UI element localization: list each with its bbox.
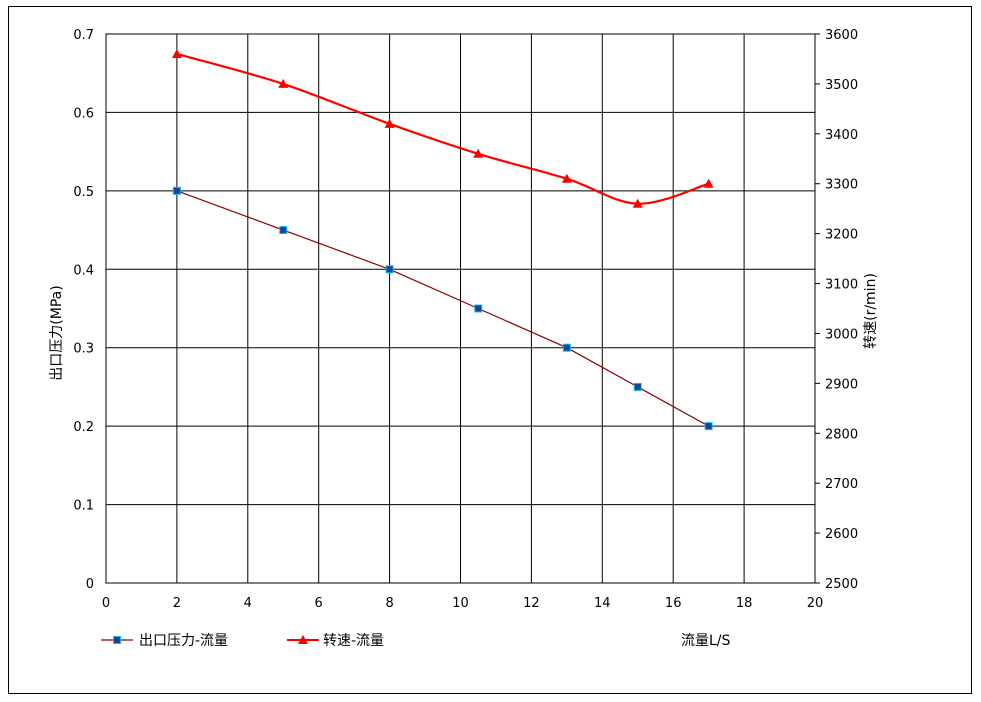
right-y-tick-label: 2500 [825, 577, 858, 592]
x-tick-label: 2 [173, 596, 181, 611]
right-y-tick-label: 3600 [825, 28, 858, 43]
series-speed [171, 48, 714, 208]
grid-lines [106, 33, 820, 584]
legend: 出口压力-流量 转速-流量 [101, 633, 384, 649]
right-y-tick-label: 2800 [825, 427, 858, 442]
x-tick-label: 0 [102, 596, 110, 611]
left-y-axis-label: 出口压力(MPa) [49, 285, 65, 380]
left-y-tick-label: 0.7 [73, 28, 94, 43]
left-y-tick-label: 0.2 [73, 420, 94, 435]
chart-svg: 0 2 4 6 8 10 12 14 16 18 20 0 0.1 0.2 0.3 0.4 0.5 0.6 0.7… [49, 28, 879, 649]
left-y-tick-label: 0.5 [73, 185, 94, 200]
legend-marker-triangle-icon [298, 635, 308, 644]
data-point-triangle [561, 173, 572, 183]
right-y-tick-label: 3500 [825, 78, 858, 93]
data-point-triangle [171, 48, 182, 58]
data-point-square [172, 186, 181, 195]
data-point-square [279, 226, 288, 235]
data-point-triangle [632, 198, 643, 208]
chart-frame: 0 2 4 6 8 10 12 14 16 18 20 0 0.1 0.2 0.3 0.4 0.5 0.6 0.7… [8, 6, 972, 694]
legend-item-speed: 转速-流量 [287, 633, 384, 649]
right-y-axis-label: 转速(r/min) [863, 273, 879, 349]
right-y-tick-labels: 2500 2600 2700 2800 2900 3000 3100 3200 3300 3400… [825, 28, 858, 592]
data-point-triangle [278, 78, 289, 88]
left-y-tick-label: 0.6 [73, 106, 94, 121]
right-y-tick-label: 2700 [825, 477, 858, 492]
left-y-tick-labels: 0 0.1 0.2 0.3 0.4 0.5 0.6 0.7 [73, 28, 94, 592]
x-tick-label: 8 [385, 596, 393, 611]
right-y-tick-label: 3000 [825, 327, 858, 342]
x-tick-label: 18 [736, 596, 753, 611]
left-y-tick-label: 0.1 [73, 499, 94, 514]
data-point-square [704, 422, 713, 431]
right-y-tick-label: 3400 [825, 128, 858, 143]
legend-marker-square-icon [113, 636, 121, 644]
data-point-square [474, 304, 483, 313]
x-tick-label: 12 [523, 596, 540, 611]
x-axis-label: 流量L/S [681, 633, 731, 649]
data-point-triangle [703, 178, 714, 188]
data-point-square [633, 382, 642, 391]
data-point-triangle [384, 118, 395, 128]
x-tick-label: 20 [807, 596, 824, 611]
left-y-tick-label: 0 [86, 577, 94, 592]
x-tick-label: 14 [594, 596, 611, 611]
x-tick-label: 16 [665, 596, 682, 611]
x-tick-label: 6 [315, 596, 323, 611]
left-y-tick-label: 0.4 [73, 263, 94, 278]
right-y-tick-label: 2600 [825, 527, 858, 542]
right-y-tick-label: 3200 [825, 228, 858, 243]
legend-item-pressure: 出口压力-流量 [101, 633, 228, 649]
legend-label-speed: 转速-流量 [323, 633, 384, 649]
right-y-tick-label: 3100 [825, 278, 858, 293]
left-y-tick-label: 0.3 [73, 342, 94, 357]
series-pressure [172, 186, 713, 431]
x-tick-label: 10 [452, 596, 469, 611]
legend-label-pressure: 出口压力-流量 [139, 633, 228, 649]
series-layer [171, 48, 714, 431]
data-point-triangle [473, 148, 484, 158]
x-tick-label: 4 [244, 596, 252, 611]
right-y-tick-label: 2900 [825, 377, 858, 392]
data-point-square [385, 265, 394, 274]
data-point-square [562, 343, 571, 352]
right-y-tick-label: 3300 [825, 178, 858, 193]
x-tick-labels: 0 2 4 6 8 10 12 14 16 18 20 [102, 596, 823, 611]
